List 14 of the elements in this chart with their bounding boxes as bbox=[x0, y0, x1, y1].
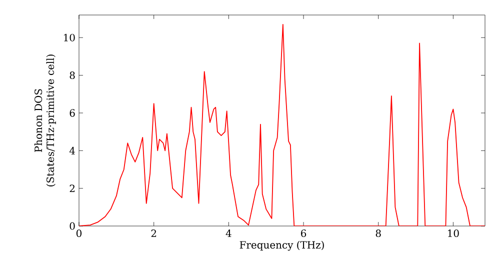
x-tick-label: 10 bbox=[448, 230, 459, 238]
x-tick-label: 2 bbox=[151, 230, 156, 237]
x-tick-label: 8 bbox=[376, 230, 381, 238]
x-axis-title: Frequency (THz) bbox=[240, 240, 324, 251]
y-tick-label: 0 bbox=[70, 222, 75, 230]
x-tick-label: 4 bbox=[226, 230, 232, 237]
y-axis-title: Phonon DOS (States/THz·primitive cell) bbox=[34, 54, 56, 186]
x-tick-label: 6 bbox=[301, 230, 306, 238]
y-tick-label: 4 bbox=[69, 146, 75, 154]
y-tick-label: 2 bbox=[70, 184, 74, 192]
x-tick-label: 0 bbox=[76, 230, 82, 238]
y-tick-label: 8 bbox=[70, 72, 75, 80]
y-tick-label: 10 bbox=[64, 34, 75, 42]
y-tick-label: 6 bbox=[70, 109, 75, 117]
